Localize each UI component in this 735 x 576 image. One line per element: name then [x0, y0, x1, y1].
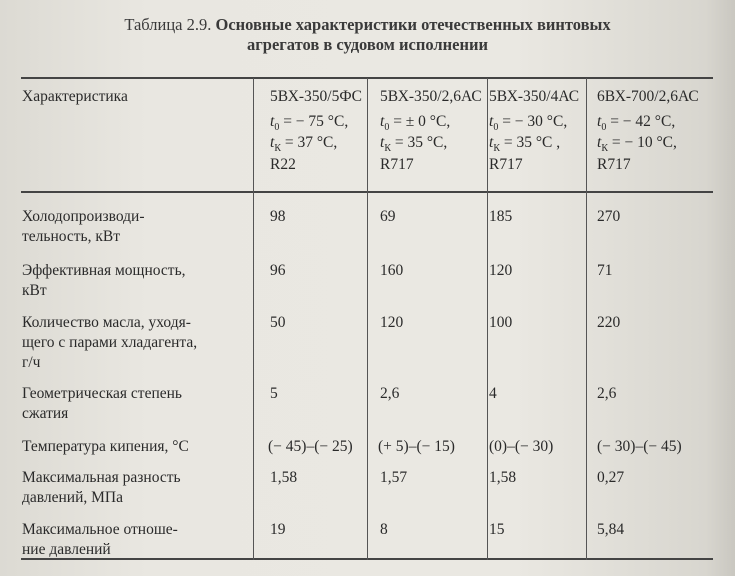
- column-header-t0: t0 = ± 0 °C,: [380, 112, 450, 139]
- column-divider: [253, 78, 254, 560]
- tk-symbol: t: [597, 134, 602, 151]
- column-header-model: 5ВХ-350/4АС: [489, 88, 580, 105]
- tk-symbol: t: [489, 134, 494, 151]
- tk-value: = 35 °C,: [394, 134, 448, 151]
- row-label: щего с парами хладагента,: [22, 334, 198, 351]
- table-cell: 98: [270, 208, 286, 225]
- tk-value: = 35 °C ,: [503, 134, 561, 151]
- column-header-refrigerant: R22: [270, 156, 296, 173]
- table-cell: 220: [597, 314, 621, 331]
- tk-subscript: К: [384, 143, 391, 155]
- table-cell: 50: [270, 314, 286, 331]
- column-divider: [487, 78, 488, 560]
- row-label: ние давлений: [22, 541, 111, 558]
- t0-value: = − 30 °C,: [502, 113, 568, 130]
- table-cell: 2,6: [597, 385, 617, 402]
- column-header-t0: t0 = − 42 °C,: [597, 112, 675, 139]
- tk-symbol: t: [380, 134, 385, 151]
- row-label: Максимальное отноше-: [22, 521, 178, 538]
- tk-symbol: t: [270, 134, 275, 151]
- table-cell: 1,58: [489, 469, 517, 486]
- table-caption-line1: Таблица 2.9. Основные характеристики оте…: [0, 15, 735, 35]
- row-label: давлений, МПа: [22, 489, 123, 506]
- caption-text: Основные характеристики отечественных ви…: [215, 15, 611, 34]
- table-cell: 100: [489, 314, 513, 331]
- t0-symbol: t: [489, 113, 494, 130]
- t0-subscript: 0: [601, 122, 607, 134]
- tk-subscript: К: [274, 143, 281, 155]
- t0-value: = − 42 °C,: [610, 113, 676, 130]
- row-label: Холодопроизводи-: [22, 208, 145, 225]
- header-characteristic: Характеристика: [22, 88, 128, 105]
- table-cell: 8: [380, 521, 388, 538]
- table-cell: 69: [380, 208, 396, 225]
- column-header-t0: t0 = − 75 °C,: [270, 112, 348, 139]
- table-number: Таблица 2.9.: [124, 15, 212, 34]
- row-label: сжатия: [22, 405, 69, 422]
- table-cell: 4: [489, 385, 497, 402]
- table-cell: 1,58: [270, 469, 298, 486]
- table-cell: (0)–(− 30): [489, 438, 554, 455]
- table-cell: 185: [489, 208, 513, 225]
- t0-value: = − 75 °C,: [283, 113, 349, 130]
- tk-subscript: К: [601, 143, 608, 155]
- table-cell: 5: [270, 385, 278, 402]
- row-label: Эффективная мощность,: [22, 262, 186, 279]
- row-label: г/ч: [22, 354, 41, 371]
- row-label: Максимальная разность: [22, 469, 181, 486]
- table-cell: (+ 5)–(− 15): [378, 438, 455, 455]
- row-label: Температура кипения, °C: [22, 438, 189, 455]
- column-header-refrigerant: R717: [597, 156, 631, 173]
- column-header-refrigerant: R717: [489, 156, 523, 173]
- table-cell: 96: [270, 262, 286, 279]
- table-cell: 19: [270, 521, 286, 538]
- column-header-t0: t0 = − 30 °C,: [489, 112, 567, 139]
- column-header-model: 5ВХ-350/5ФС: [270, 88, 362, 105]
- t0-symbol: t: [597, 113, 602, 130]
- table-cell: (− 45)–(− 25): [268, 438, 353, 455]
- t0-subscript: 0: [493, 122, 499, 134]
- table-cell: 71: [597, 262, 613, 279]
- table-cell: 1,57: [380, 469, 408, 486]
- row-label: Количество масла, уходя-: [22, 314, 191, 331]
- tk-subscript: К: [493, 143, 500, 155]
- column-header-refrigerant: R717: [380, 156, 414, 173]
- column-header-tk: tК = 37 °C,: [270, 133, 337, 160]
- column-header-tk: tК = 35 °C,: [380, 133, 447, 160]
- row-label: Геометрическая степень: [22, 385, 183, 402]
- row-label: тельность, кВт: [22, 228, 121, 245]
- table-cell: 15: [489, 521, 505, 538]
- column-header-model: 6ВХ-700/2,6АС: [597, 88, 699, 105]
- column-divider: [586, 78, 587, 560]
- t0-symbol: t: [270, 113, 275, 130]
- table-cell: 270: [597, 208, 621, 225]
- table-cell: 120: [380, 314, 404, 331]
- t0-value: = ± 0 °C,: [393, 113, 451, 130]
- table-cell: 2,6: [380, 385, 400, 402]
- column-header-tk: tК = 35 °C ,: [489, 133, 560, 160]
- t0-subscript: 0: [384, 122, 390, 134]
- row-label: кВт: [22, 282, 47, 299]
- table-cell: 160: [380, 262, 404, 279]
- table-cell: 5,84: [597, 521, 625, 538]
- column-header-tk: tК = − 10 °C,: [597, 133, 677, 160]
- column-divider: [367, 78, 368, 560]
- table-caption-line2: агрегатов в судовом исполнении: [247, 35, 488, 54]
- tk-value: = 37 °C,: [284, 134, 338, 151]
- table-cell: 0,27: [597, 469, 625, 486]
- t0-symbol: t: [380, 113, 385, 130]
- column-header-model: 5ВХ-350/2,6АС: [380, 88, 482, 105]
- table-cell: 120: [489, 262, 513, 279]
- t0-subscript: 0: [274, 122, 280, 134]
- tk-value: = − 10 °C,: [611, 134, 677, 151]
- table-cell: (− 30)–(− 45): [597, 438, 682, 455]
